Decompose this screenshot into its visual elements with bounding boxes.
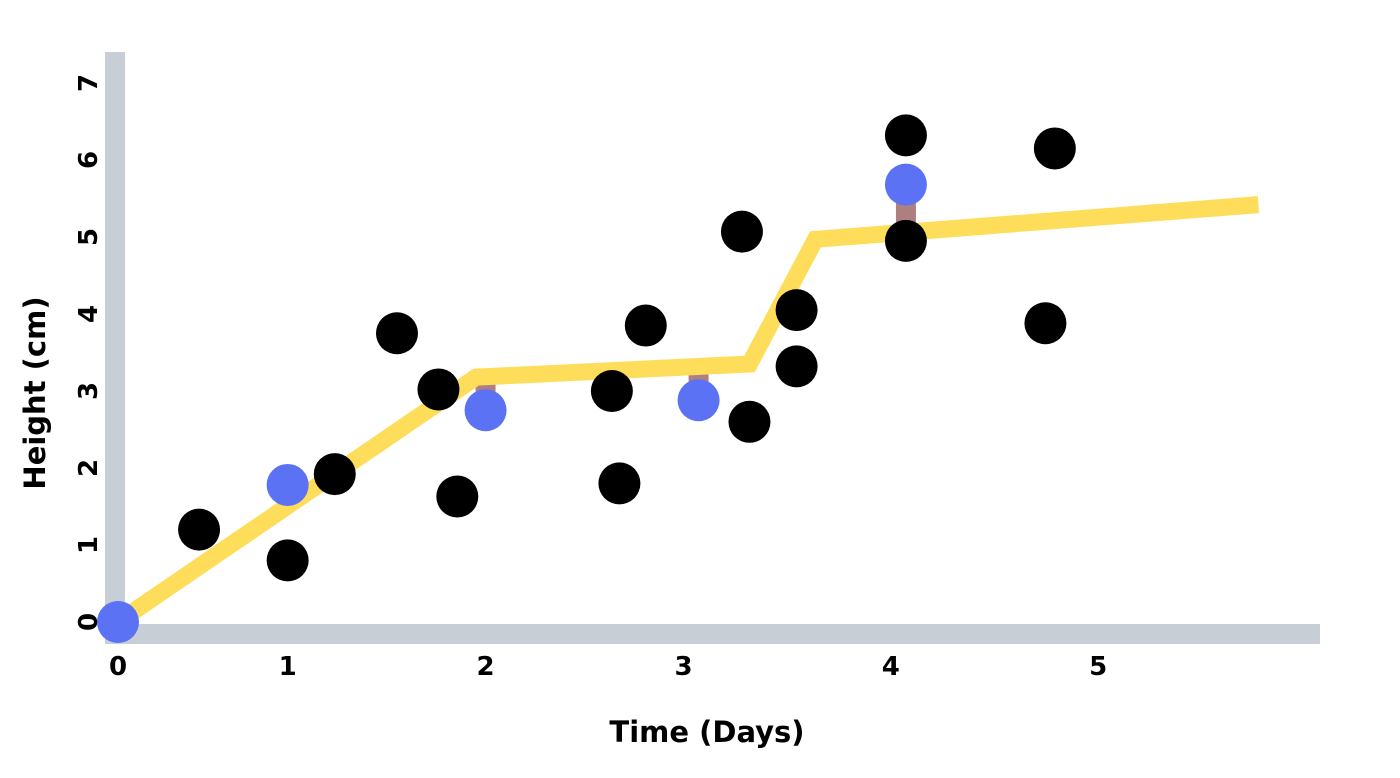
y-axis-title: Height (cm) [18, 296, 52, 489]
x-tick-label-2: 2 [477, 652, 495, 682]
observed-point-2 [313, 453, 356, 496]
y-tick-labels: 0 1 2 3 4 5 6 7 [74, 74, 104, 631]
observed-point-13 [884, 114, 927, 157]
x-tick-label-4: 4 [882, 652, 900, 682]
observed-point-12 [775, 345, 818, 388]
fitted-point-4 [884, 163, 927, 206]
observed-point-14 [884, 219, 927, 262]
y-tick-label-2: 2 [74, 459, 104, 477]
fitted-point-3 [677, 379, 720, 422]
trend-line [113, 196, 1260, 630]
x-axis-title: Time (Days) [609, 715, 804, 749]
observed-point-5 [436, 475, 479, 518]
y-tick-label-1: 1 [74, 536, 104, 554]
observed-points [178, 114, 1076, 582]
x-tick-label-5: 5 [1089, 652, 1107, 682]
x-tick-label-3: 3 [674, 652, 692, 682]
y-tick-label-3: 3 [74, 382, 104, 400]
observed-point-4 [417, 368, 460, 411]
fitted-point-1 [266, 463, 309, 506]
observed-point-15 [1024, 302, 1067, 345]
y-axis-line [105, 52, 125, 644]
observed-point-6 [590, 370, 633, 412]
observed-point-11 [775, 289, 818, 332]
x-axis-line [105, 624, 1320, 644]
x-tick-labels: 0 1 2 3 4 5 [109, 652, 1107, 682]
x-tick-label-1: 1 [279, 652, 297, 682]
fitted-point-2 [464, 389, 507, 432]
trend-line-group [113, 196, 1260, 630]
fitted-point-0 [97, 601, 139, 643]
observed-point-16 [1033, 127, 1076, 170]
observed-point-3 [375, 312, 418, 355]
observed-point-10 [728, 400, 771, 443]
y-tick-label-7: 7 [74, 74, 104, 92]
observed-point-0 [178, 508, 221, 551]
fitted-points [97, 163, 927, 643]
y-tick-label-0: 0 [74, 613, 104, 631]
observed-point-9 [720, 210, 763, 253]
y-tick-label-6: 6 [74, 151, 104, 169]
observed-point-7 [598, 462, 641, 505]
observed-point-8 [624, 304, 667, 347]
axes [105, 52, 1320, 644]
y-tick-label-5: 5 [74, 228, 104, 246]
observed-point-1 [266, 539, 309, 582]
x-tick-label-0: 0 [109, 652, 127, 682]
y-tick-label-4: 4 [74, 305, 104, 323]
